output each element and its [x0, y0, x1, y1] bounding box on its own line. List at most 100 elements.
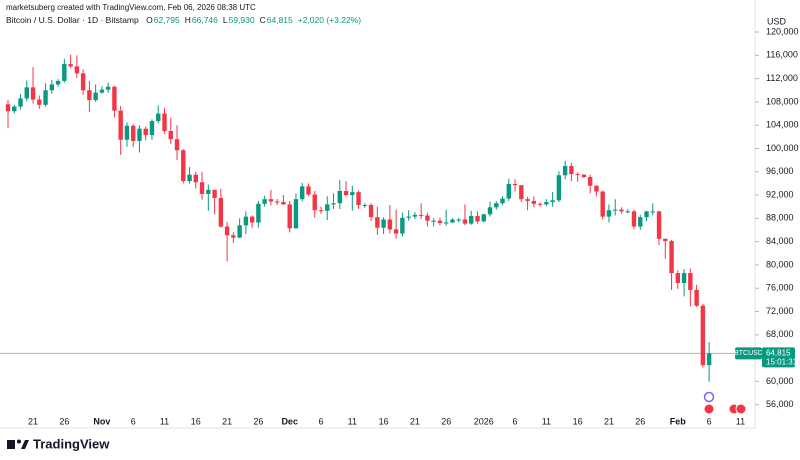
- candle-body: [118, 110, 123, 140]
- symbol-tag: [735, 347, 762, 360]
- y-tick-label: 100,000: [766, 143, 799, 153]
- candle-body: [462, 219, 468, 224]
- y-tick-label: 84,000: [766, 236, 794, 246]
- candle-body: [556, 175, 562, 201]
- legend-key: L: [222, 15, 228, 25]
- candle-body: [537, 203, 543, 205]
- price-tag: [762, 347, 795, 368]
- candle-body: [93, 92, 98, 101]
- candle-body: [12, 106, 17, 112]
- candle-body: [256, 203, 261, 223]
- x-tick-label: Feb: [670, 416, 687, 426]
- candle-body: [237, 225, 242, 238]
- x-tick-label: 16: [379, 416, 389, 426]
- y-tick-label: 92,000: [766, 189, 794, 199]
- y-tick-label: 68,000: [766, 329, 794, 339]
- x-tick-label: Dec: [281, 416, 298, 426]
- x-tick-label: 26: [59, 416, 69, 426]
- logo-mark: [17, 439, 21, 444]
- candle-body: [469, 216, 474, 224]
- candle-body: [700, 305, 706, 366]
- y-tick-label: 56,000: [766, 399, 794, 409]
- candle-body: [287, 204, 292, 229]
- x-tick-label: 2026: [474, 416, 494, 426]
- candle-body: [437, 220, 443, 224]
- candle-body: [318, 210, 324, 212]
- candle-body: [481, 214, 486, 222]
- candle-body: [68, 64, 73, 67]
- candle-body: [143, 128, 148, 136]
- x-tick-label: 21: [410, 416, 420, 426]
- candle-body: [675, 273, 681, 284]
- candle-body: [669, 241, 674, 274]
- candle-body: [494, 203, 499, 208]
- legend-key: O: [146, 15, 153, 25]
- candle-body: [525, 199, 530, 201]
- candles: [5, 54, 712, 382]
- candle-body: [181, 150, 186, 182]
- candle-body: [506, 184, 511, 199]
- candle-body: [168, 131, 173, 140]
- x-tick-label: 11: [160, 416, 169, 426]
- candle-body: [487, 207, 493, 215]
- candle-body: [300, 186, 305, 200]
- candle-body: [162, 113, 167, 132]
- candle-body: [24, 87, 29, 99]
- x-tick-label: 26: [253, 416, 263, 426]
- candle-body: [569, 165, 574, 175]
- candle-body: [400, 217, 405, 234]
- candle-body: [231, 235, 236, 238]
- candle-body: [356, 192, 361, 205]
- logo: TradingView: [7, 436, 110, 451]
- logo-mark: [21, 440, 29, 449]
- candle-body: [425, 215, 430, 221]
- legend-value: 62,795: [153, 15, 180, 25]
- candle-body: [218, 197, 224, 227]
- candle-body: [606, 210, 612, 217]
- candle-body: [137, 128, 142, 141]
- candle-body: [500, 198, 505, 204]
- y-tick-label: 88,000: [766, 213, 794, 223]
- candle-body: [5, 104, 11, 112]
- candle-body: [550, 200, 555, 203]
- candle-body: [418, 214, 424, 216]
- x-tick-label: 21: [604, 416, 614, 426]
- candle-body: [368, 204, 374, 218]
- candle-body: [381, 219, 386, 228]
- candle-body: [519, 185, 524, 200]
- candle-body: [663, 238, 668, 242]
- candle-body: [105, 86, 111, 90]
- legend-key: H: [184, 15, 191, 25]
- candle-body: [224, 226, 230, 236]
- candle-body: [262, 199, 267, 204]
- candle-body: [412, 214, 418, 217]
- candle-body: [30, 87, 36, 100]
- candle-body: [475, 216, 480, 222]
- y-tick-label: 80,000: [766, 259, 794, 269]
- candle-body: [312, 194, 317, 211]
- candle-body: [74, 66, 80, 74]
- candle-body: [55, 80, 61, 85]
- candle-body: [656, 211, 662, 239]
- candle-body: [613, 209, 618, 211]
- candle-body: [87, 90, 92, 101]
- candle-body: [156, 113, 161, 122]
- candle-body: [306, 186, 311, 195]
- candle-body: [581, 174, 587, 178]
- y-tick-label: 116,000: [766, 50, 798, 60]
- candle-body: [131, 125, 136, 141]
- candle-body: [393, 229, 399, 234]
- candle-body: [638, 217, 643, 227]
- candle-body: [406, 216, 411, 218]
- y-tick-label: 60,000: [766, 376, 794, 386]
- candle-body: [431, 220, 436, 222]
- candle-body: [594, 185, 599, 192]
- candle-body: [174, 139, 180, 151]
- y-tick-label: 120,000: [766, 26, 799, 36]
- y-tick-label: 104,000: [766, 120, 799, 130]
- candle-body: [362, 204, 368, 206]
- x-tick-label: 6: [513, 416, 518, 426]
- candle-body: [387, 219, 393, 230]
- candle-body: [631, 211, 637, 227]
